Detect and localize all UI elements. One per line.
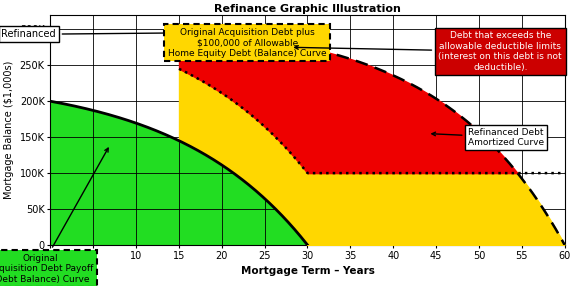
Y-axis label: Mortgage Balance ($1,000s): Mortgage Balance ($1,000s) [4, 61, 14, 199]
Text: Refinanced: Refinanced [1, 29, 175, 39]
Text: Debt that exceeds the
allowable deductible limits
(interest on this debt is not
: Debt that exceeds the allowable deductib… [294, 31, 562, 72]
Text: Original
Acquisition Debt Payoff
(Debt Balance) Curve: Original Acquisition Debt Payoff (Debt B… [0, 148, 108, 284]
X-axis label: Mortgage Term – Years: Mortgage Term – Years [240, 266, 374, 276]
Text: Original Acquisition Debt plus
$100,000 of Allowable
Home Equity Debt (Balance) : Original Acquisition Debt plus $100,000 … [168, 28, 327, 58]
Title: Refinance Graphic Illustration: Refinance Graphic Illustration [214, 4, 401, 14]
Text: Refinanced Debt
Amortized Curve: Refinanced Debt Amortized Curve [432, 128, 544, 147]
